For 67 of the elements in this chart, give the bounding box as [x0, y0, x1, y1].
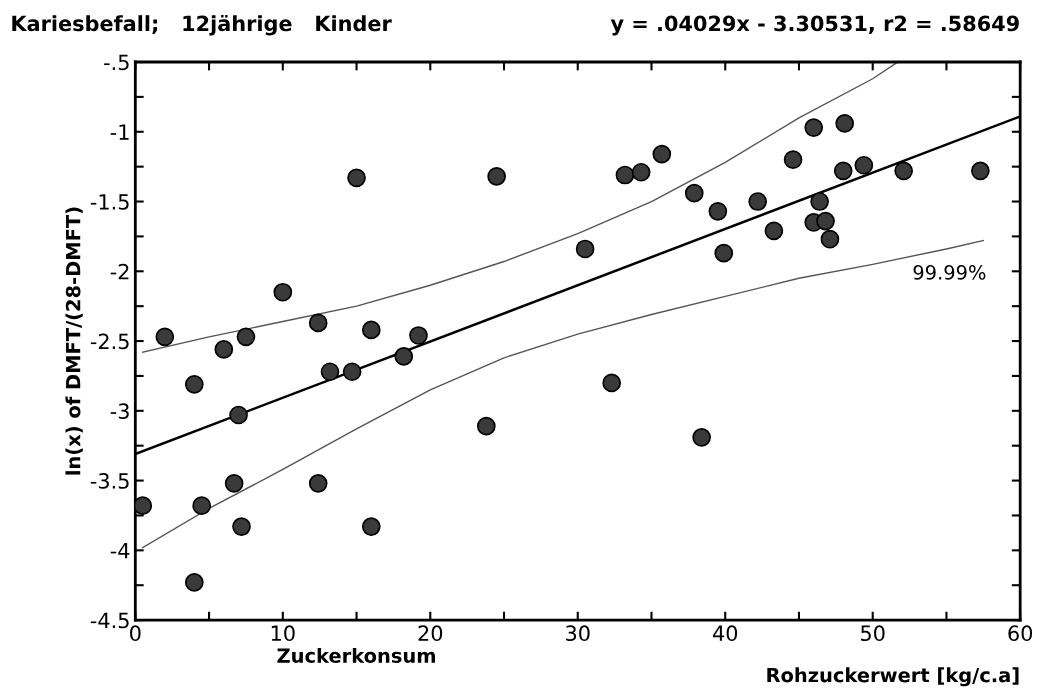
- point: [224, 474, 244, 493]
- point: [135, 496, 153, 516]
- point: [783, 150, 803, 170]
- point: [214, 340, 234, 359]
- point: [347, 168, 366, 188]
- point: [894, 161, 914, 181]
- point: [184, 374, 204, 394]
- x-tick-label: 20: [418, 625, 443, 642]
- point: [232, 517, 251, 536]
- y-tick-label: -2.5: [90, 333, 129, 350]
- point: [184, 573, 204, 592]
- x-axis-title: Zuckerkonsum: [277, 647, 435, 663]
- point: [273, 282, 293, 302]
- y-axis-title: ln(x) of DMFT/(28-DMFT): [65, 207, 83, 475]
- point: [714, 243, 734, 263]
- point: [361, 517, 381, 536]
- y-tick-label: -3.5: [90, 473, 129, 489]
- text: Rohzuckerwert [kg/c.a]: [767, 667, 1019, 687]
- point: [692, 427, 711, 447]
- y-tick-label: -3: [110, 403, 129, 420]
- y-tick-label: -1.5: [90, 194, 129, 210]
- line-series: [142, 239, 985, 549]
- point: [764, 221, 784, 241]
- point: [804, 118, 824, 137]
- x-tick-label: 30: [566, 625, 590, 642]
- point: [236, 327, 256, 347]
- point: [602, 373, 622, 393]
- x-tick-label: 0: [130, 625, 141, 642]
- point: [361, 320, 381, 340]
- point: [308, 474, 328, 493]
- point: [308, 313, 328, 333]
- annotation: 99.99%: [913, 265, 986, 280]
- point: [192, 496, 212, 516]
- point: [854, 155, 874, 175]
- y-tick-label: -2: [110, 263, 129, 280]
- y-tick-label: -1: [110, 124, 129, 140]
- x-tick-label: 40: [712, 625, 738, 642]
- point: [748, 192, 768, 211]
- point: [320, 362, 340, 382]
- point: [652, 144, 672, 164]
- chart-title: Kariesbefall; 12jährige Kinder: [12, 14, 392, 36]
- point: [615, 165, 635, 185]
- point: [575, 239, 595, 259]
- point: [684, 183, 704, 203]
- point: [155, 327, 175, 347]
- point: [971, 161, 990, 181]
- point: [487, 167, 506, 186]
- point: [342, 362, 362, 382]
- point: [708, 201, 728, 221]
- point: [394, 347, 414, 366]
- point: [476, 416, 496, 436]
- x-tick-label: 60: [1008, 625, 1033, 642]
- y-tick-label: -.5: [104, 54, 129, 71]
- point: [409, 326, 428, 345]
- point: [820, 229, 840, 249]
- point: [835, 114, 855, 133]
- x-tick-label: 10: [271, 625, 295, 642]
- point: [816, 211, 835, 231]
- line-series: [142, 62, 899, 353]
- point: [810, 192, 829, 211]
- chart-subtitle: y = .04029x - 3.30531, r2 = .58649: [610, 15, 1019, 36]
- point: [833, 161, 853, 181]
- y-tick-label: -4: [110, 543, 130, 559]
- point: [229, 405, 248, 425]
- y-tick-label: -4.5: [90, 612, 129, 629]
- x-tick-label: 50: [861, 625, 885, 642]
- point: [631, 162, 651, 182]
